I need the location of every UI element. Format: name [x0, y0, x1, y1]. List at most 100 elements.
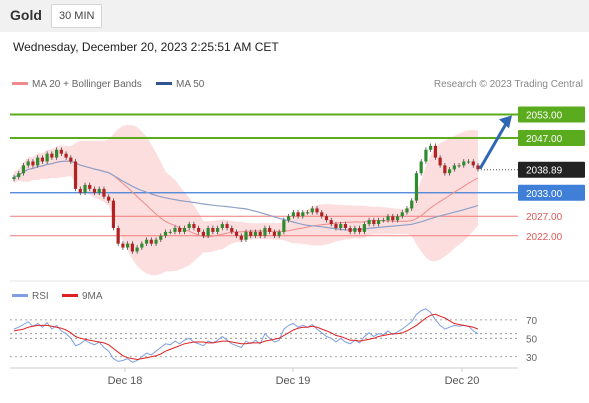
candle-body	[310, 208, 314, 213]
candle-body	[144, 239, 149, 244]
candle-body	[192, 224, 196, 228]
chart-timestamp: Wednesday, December 20, 2023 2:25:51 AM …	[13, 40, 279, 54]
candle-body	[376, 220, 381, 225]
candle-body	[395, 216, 400, 221]
candle-body	[367, 220, 371, 225]
candle-body	[457, 165, 461, 167]
candle-body	[154, 239, 158, 244]
candle-body	[282, 220, 286, 232]
candle-body	[272, 231, 277, 236]
support-resistance-levels	[10, 113, 518, 237]
candlesticks	[12, 143, 480, 254]
candle-body	[329, 220, 333, 225]
candle-body	[476, 165, 480, 170]
candle-body	[225, 224, 229, 228]
candle-body	[372, 220, 376, 225]
candle-body	[234, 231, 239, 236]
candle-body	[17, 173, 21, 178]
candle-body	[315, 208, 319, 213]
candle-body	[433, 145, 437, 158]
candle-body	[149, 239, 153, 244]
candle-body	[206, 227, 210, 236]
candle-body	[291, 212, 295, 217]
candle-body	[296, 212, 300, 217]
candle-body	[102, 188, 106, 197]
candle-body	[126, 243, 130, 248]
candle-body	[400, 212, 404, 217]
candle-body	[438, 157, 442, 166]
candle-body	[140, 243, 144, 248]
candle-body	[40, 157, 45, 162]
candle-body	[424, 149, 428, 162]
candle-body	[410, 200, 414, 209]
candle-body	[358, 227, 362, 232]
candle-body	[471, 161, 475, 166]
candle-body	[405, 208, 409, 213]
symbol-header: Gold 30 MIN	[0, 0, 589, 32]
candle-body	[249, 231, 253, 236]
interval-selector[interactable]: 30 MIN	[51, 4, 103, 28]
candle-body	[31, 161, 35, 166]
candle-body	[258, 231, 262, 236]
copyright-text: Research © 2023 Trading Central	[434, 79, 583, 90]
candle-body	[466, 161, 471, 163]
candle-body	[429, 145, 433, 150]
ma20-legend-swatch	[12, 82, 28, 85]
candle-body	[334, 224, 338, 228]
candle-body	[135, 247, 139, 252]
candle-body	[324, 216, 329, 221]
rsi-tick-30: 30	[526, 353, 538, 364]
level-labels: 2053.00 2047.00 2033.00 2027.00 2022.00 2038.…	[481, 106, 585, 243]
level-badge-0	[518, 106, 585, 123]
level-badge-1	[518, 130, 585, 147]
candle-body	[50, 153, 54, 158]
rsi-legend-swatch	[12, 294, 28, 297]
level-label-2: 2033.00	[526, 189, 563, 200]
forecast-arrow	[478, 115, 512, 170]
level-label-0: 2053.00	[526, 111, 563, 122]
candle-body	[215, 227, 220, 232]
candle-body	[178, 227, 182, 232]
last-price-label: 2038.89	[526, 166, 563, 177]
x-tick-label-1: Dec 19	[276, 375, 311, 387]
candle-body	[447, 169, 452, 174]
candle-body	[230, 227, 234, 232]
candle-body	[462, 161, 466, 166]
candle-body	[244, 231, 248, 240]
candle-body	[305, 212, 310, 214]
candle-body	[159, 235, 163, 240]
candle-body	[21, 165, 26, 174]
candle-body	[97, 188, 101, 193]
candle-body	[353, 227, 357, 232]
candle-body	[173, 227, 177, 232]
rsi-line	[13, 308, 479, 363]
candle-body	[211, 227, 215, 232]
candle-body	[88, 184, 92, 189]
candle-body	[301, 212, 305, 217]
x-tick-label-2: Dec 20	[445, 375, 480, 387]
level-label-3: 2027.00	[526, 212, 563, 223]
candle-body	[182, 227, 187, 232]
x-tick-label-0: Dec 18	[108, 375, 143, 387]
candle-body	[443, 165, 447, 174]
symbol-name: Gold	[10, 7, 42, 23]
candle-body	[268, 227, 272, 232]
candle-body	[452, 165, 456, 170]
candle-body	[121, 243, 125, 248]
candle-body	[111, 200, 116, 228]
bollinger-band	[14, 124, 478, 276]
forecast-arrow-head	[499, 115, 512, 129]
candle-body	[320, 212, 324, 217]
candle-body	[73, 161, 78, 189]
x-axis: Dec 18 Dec 19 Dec 20	[108, 368, 480, 387]
candle-body	[287, 216, 291, 221]
candle-body	[239, 235, 243, 240]
ma20-legend-label: MA 20 + Bollinger Bands	[32, 79, 142, 90]
candle-body	[187, 224, 191, 228]
candle-body	[36, 157, 40, 166]
candle-body	[386, 216, 390, 221]
candle-body	[78, 188, 82, 193]
candle-body	[339, 224, 343, 228]
level-badge-2	[518, 184, 585, 201]
candle-body	[419, 161, 423, 174]
